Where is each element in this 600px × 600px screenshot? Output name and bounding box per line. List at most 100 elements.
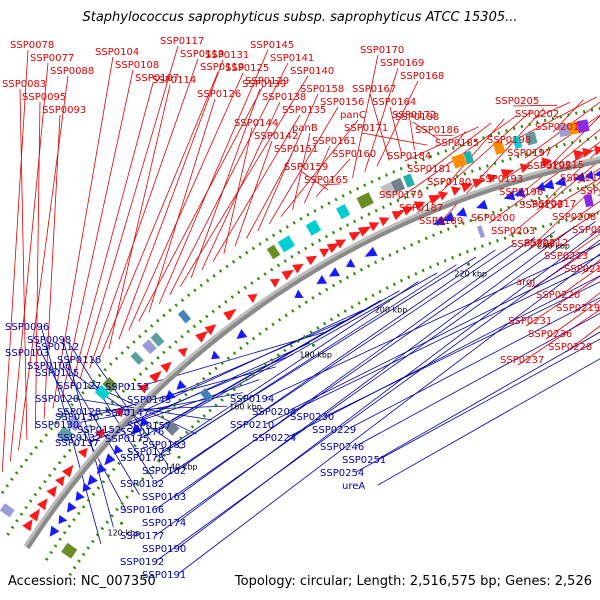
forward-cds-arrow [357,226,372,237]
forward-gene-label: SSP0161 [312,136,356,147]
forward-gene-label: SSP0211 [564,264,600,275]
forward-label-leader [280,119,359,218]
reverse-label-leader [177,236,536,497]
reverse-gene-label: SSP0210 [230,420,274,431]
reverse-gene-label: SSP0128 [57,407,101,418]
forward-cds-arrow [319,248,330,258]
reverse-cds-arrow [513,187,526,198]
forward-cds-arrow [348,231,361,242]
reverse-gene-label: SSP0137 [55,438,99,449]
forward-gene-label: SSP0159 [284,162,328,173]
forward-label-leader [190,88,261,279]
reverse-gene-label: SSP0178 [120,453,164,464]
forward-label-leader [412,121,441,141]
forward-gene-label: SSP0203 [491,226,535,237]
forward-cds-arrow [22,519,33,532]
forward-gene-label: SSP0212 [524,238,568,249]
forward-label-leader [516,129,600,198]
forward-label-leader [409,119,415,151]
forward-label-leader [70,82,154,389]
reverse-gene-label: SSP0143 [127,395,171,406]
forward-cds-arrow [391,211,405,221]
forward-label-leader [536,148,600,211]
forward-cds-arrow [487,173,497,184]
reverse-gene-label: SSP0096 [5,322,49,333]
reverse-gene-label: SSP0115 [35,368,79,379]
forward-gene-labels: SSP0078 SSP0077 SSP0088 SSP0083 SSP0095 SSP00… [2,36,600,366]
forward-label-leader [304,145,331,204]
reverse-cds-arrow [593,170,600,177]
reverse-label-leader [40,351,127,512]
reverse-gene-label: SSP0127 [57,381,101,392]
forward-label-leader [268,106,339,225]
forward-cds-arrow [77,447,88,459]
forward-gene-label: SSP0129 [245,76,289,87]
reverse-cds-arrow [66,501,77,513]
reverse-cds-arrow [75,491,85,502]
forward-cds-arrow [149,370,162,383]
forward-gene-label: SSP0139 [242,79,286,90]
forward-label-leader [352,54,379,178]
forward-label-leader [246,153,293,239]
forward-gene-label: SSP0138 [262,92,306,103]
forward-label-leader [52,56,114,409]
reverse-cds-arrow [82,482,92,492]
forward-gene-label: SSP0158 [300,84,344,95]
reverse-gene-label: SSP0098 [27,335,71,346]
forward-rna-feature [336,204,351,220]
reverse-cds-arrow [542,179,555,190]
forward-label-leader [180,75,309,287]
forward-gene-label: SSP0201 [535,122,579,133]
forward-gene-label: SSP0151 [274,144,318,155]
forward-gene-label: SSP0172 [392,110,436,121]
scale-tick-label: 180 kbp [299,350,332,359]
accession-text: Accession: NC_007350 [8,574,156,589]
forward-cds-arrow [413,201,426,211]
forward-cds-arrow [500,169,515,179]
reverse-cds-arrow [456,207,468,217]
reverse-rna-feature [476,225,486,239]
forward-gene-label: SSP0144 [234,118,278,129]
reverse-gene-label: SSP0190 [142,544,186,555]
forward-rna-feature [463,150,475,165]
forward-label-leader [315,158,351,197]
forward-cds-arrow [450,186,461,196]
forward-gene-label: SSP0180 [427,177,471,188]
forward-cds-arrow [573,149,585,160]
reverse-label-leader [155,272,438,432]
forward-gene-label: SSP0219 [556,303,600,314]
reverse-label-leader [92,405,228,412]
scale-tick-label: 220 kbp [454,269,487,278]
forward-gene-label: SSP0156 [320,97,364,108]
forward-gene-label: SSP0181 [407,164,451,175]
reverse-label-leader [90,366,276,417]
forward-label-leader [512,104,557,107]
reverse-cds-arrow [49,525,60,537]
forward-gene-label: SSP0140 [290,66,334,77]
reverse-gene-label: SSP0182 [120,479,164,490]
forward-label-leader [18,75,69,451]
forward-gene-label: SSP0196 [499,187,543,198]
forward-label-leader [257,93,319,232]
reverse-label-leader [377,331,600,460]
reverse-label-leader [162,281,419,452]
forward-label-leader [389,106,403,156]
reverse-cds-arrow [165,390,176,401]
forward-cds-arrow [582,147,593,158]
forward-gene-label: SSP0113 [180,49,224,60]
forward-rna-feature [130,351,144,365]
forward-rna-feature [177,309,191,324]
forward-gene-label: argJ [516,277,535,288]
reverse-cds-arrow [328,267,340,277]
reverse-label-leader [70,345,154,480]
forward-gene-label: SSP0169 [380,58,424,69]
forward-rna-feature [142,339,157,355]
forward-cds-arrow [378,217,390,227]
forward-label-leader [158,49,269,304]
forward-label-leader [301,171,329,191]
forward-cds-arrow [114,407,124,418]
forward-rna-feature [576,119,590,134]
forward-gene-label: SSP0142 [254,131,298,142]
reverse-gene-label: SSP0183 [142,440,186,451]
forward-rna-feature [266,244,281,260]
